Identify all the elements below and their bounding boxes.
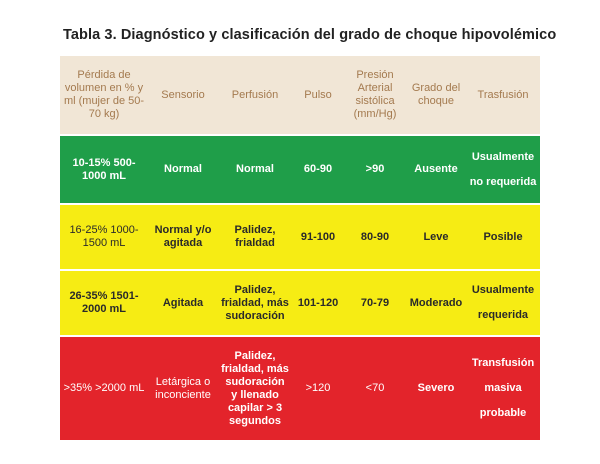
header-row: Pérdida de volumen en % y ml (mujer de 5…	[60, 56, 540, 135]
shock-classification-table: Pérdida de volumen en % y ml (mujer de 5…	[60, 56, 540, 440]
cell-shock-grade: Moderado	[406, 269, 466, 336]
cell-pulse: 60-90	[292, 134, 344, 204]
table-row: 16-25% 1000-1500 mL Normal y/o agitada P…	[60, 203, 540, 270]
cell-pulse: 91-100	[292, 203, 344, 270]
cell-transfusion: Posible	[466, 203, 540, 270]
table-title: Tabla 3. Diagnóstico y clasificación del…	[63, 27, 557, 43]
cell-volume-loss: 10-15% 500-1000 mL	[60, 134, 148, 204]
cell-shock-grade: Severo	[406, 335, 466, 440]
cell-sensorium: Agitada	[148, 269, 218, 336]
cell-volume-loss: >35% >2000 mL	[60, 335, 148, 440]
cell-blood-pressure: <70	[344, 335, 406, 440]
col-header-volume-loss: Pérdida de volumen en % y ml (mujer de 5…	[60, 56, 148, 135]
col-header-sensorium: Sensorio	[148, 56, 218, 135]
cell-volume-loss: 26-35% 1501-2000 mL	[60, 269, 148, 336]
col-header-shock-grade: Grado del choque	[406, 56, 466, 135]
col-header-pulse: Pulso	[292, 56, 344, 135]
cell-sensorium: Normal	[148, 134, 218, 204]
col-header-blood-pressure: Presión Arterial sistólica (mm/Hg)	[344, 56, 406, 135]
cell-shock-grade: Leve	[406, 203, 466, 270]
cell-transfusion: Usualmente no requerida	[466, 134, 540, 204]
cell-pulse: 101-120	[292, 269, 344, 336]
cell-blood-pressure: 80-90	[344, 203, 406, 270]
cell-perfusion: Palidez, frialdad, más sudoración	[218, 269, 292, 336]
cell-blood-pressure: 70-79	[344, 269, 406, 336]
col-header-perfusion: Perfusión	[218, 56, 292, 135]
cell-volume-loss: 16-25% 1000-1500 mL	[60, 203, 148, 270]
table-row: >35% >2000 mL Letárgica o inconciente Pa…	[60, 335, 540, 440]
cell-sensorium: Letárgica o inconciente	[148, 335, 218, 440]
col-header-transfusion: Trasfusión	[466, 56, 540, 135]
cell-perfusion: Palidez, frialdad	[218, 203, 292, 270]
cell-pulse: >120	[292, 335, 344, 440]
cell-shock-grade: Ausente	[406, 134, 466, 204]
cell-transfusion: Transfusión masiva probable	[466, 335, 540, 440]
table-row: 10-15% 500-1000 mL Normal Normal 60-90 >…	[60, 134, 540, 204]
cell-perfusion: Normal	[218, 134, 292, 204]
cell-blood-pressure: >90	[344, 134, 406, 204]
cell-sensorium: Normal y/o agitada	[148, 203, 218, 270]
cell-transfusion: Usualmente requerida	[466, 269, 540, 336]
table-row: 26-35% 1501-2000 mL Agitada Palidez, fri…	[60, 269, 540, 336]
cell-perfusion: Palidez, frialdad, más sudoración y llen…	[218, 335, 292, 440]
